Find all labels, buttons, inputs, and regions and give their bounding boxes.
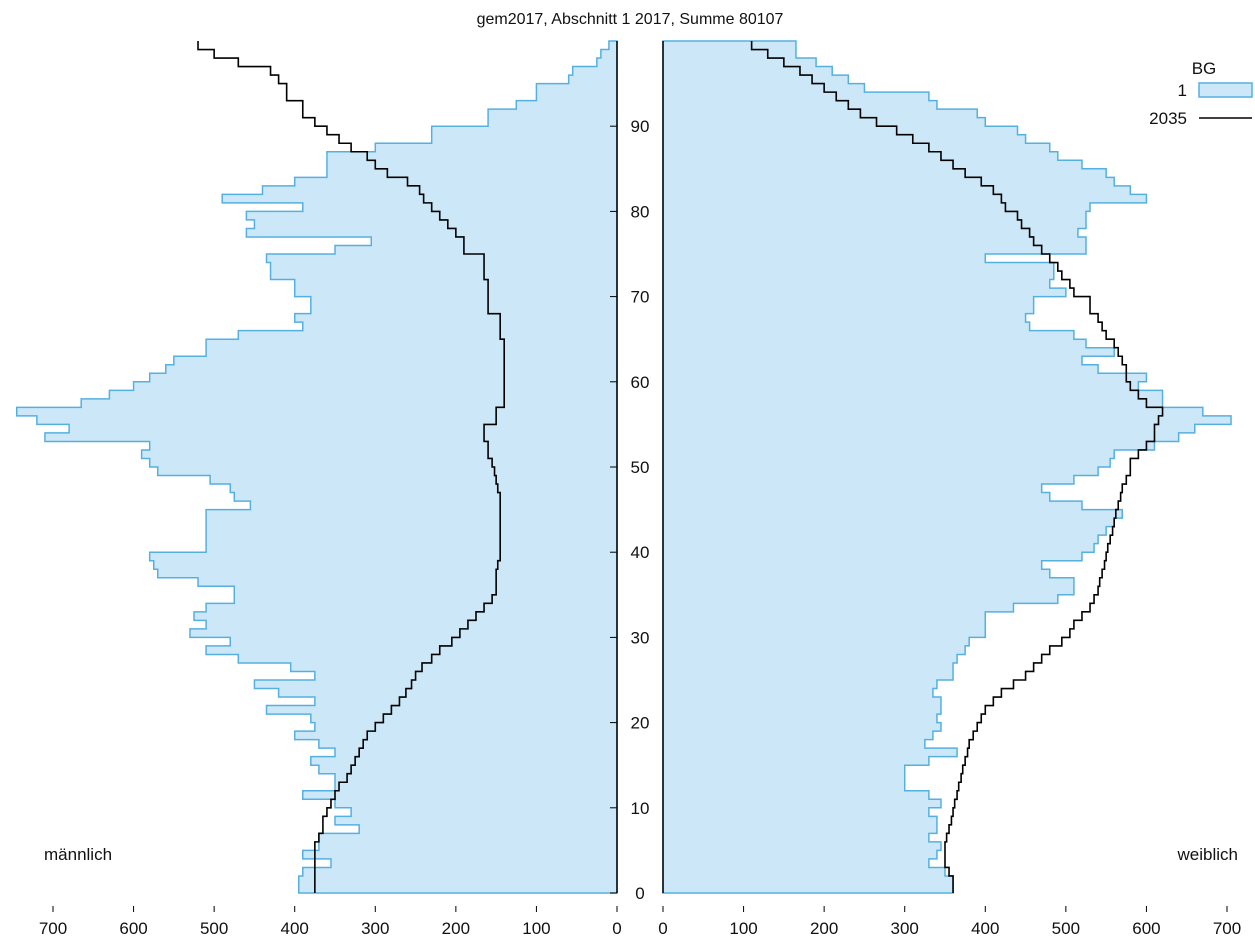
x-tick-label-male: 700 [39,919,67,938]
y-tick-label: 0 [635,884,644,903]
y-tick-label: 90 [631,117,650,136]
female-panel [662,40,1232,894]
x-tick-label-female: 200 [810,919,838,938]
x-axis-ticks-female: 0 100 200 300 400 500 600 700 [658,906,1241,938]
y-tick-label: 20 [631,714,650,733]
series-2035-female-line [750,41,1164,893]
y-tick-label: 80 [631,202,650,221]
series-1-female-area [662,40,1232,894]
legend-item-1-swatch [1198,82,1253,98]
x-tick-label-female: 100 [729,919,757,938]
x-tick-label-female: 600 [1132,919,1160,938]
y-tick-label: 40 [631,543,650,562]
female-label: weiblich [1177,845,1238,864]
y-tick-label: 50 [631,458,650,477]
x-tick-label-male: 600 [119,919,147,938]
legend: BG 1 2035 [1149,59,1253,128]
series-1-male-area [15,40,618,894]
chart-title: gem2017, Abschnitt 1 2017, Summe 80107 [477,11,784,28]
y-axis-ticks: 0 10 20 30 40 50 60 70 80 90 [610,117,649,903]
legend-item-1-label: 1 [1178,81,1187,100]
x-tick-label-male: 400 [281,919,309,938]
x-tick-label-female: 400 [971,919,999,938]
x-tick-label-female: 300 [891,919,919,938]
x-tick-label-female: 700 [1213,919,1241,938]
x-tick-label-female: 500 [1052,919,1080,938]
x-tick-label-male: 300 [361,919,389,938]
legend-title: BG [1192,59,1217,78]
x-axis-ticks-male: 0 100 200 300 400 500 600 700 [39,906,622,938]
y-tick-label: 70 [631,288,650,307]
x-tick-label-female: 0 [658,919,667,938]
x-tick-label-male: 500 [200,919,228,938]
x-tick-label-male: 0 [612,919,621,938]
x-tick-label-male: 100 [522,919,550,938]
male-panel [15,40,618,894]
x-tick-label-male: 200 [442,919,470,938]
legend-item-2035-label: 2035 [1149,109,1187,128]
y-tick-label: 30 [631,628,650,647]
series-2035-male-line [197,41,505,893]
y-tick-label: 10 [631,799,650,818]
male-label: männlich [44,845,112,864]
y-tick-label: 60 [631,373,650,392]
